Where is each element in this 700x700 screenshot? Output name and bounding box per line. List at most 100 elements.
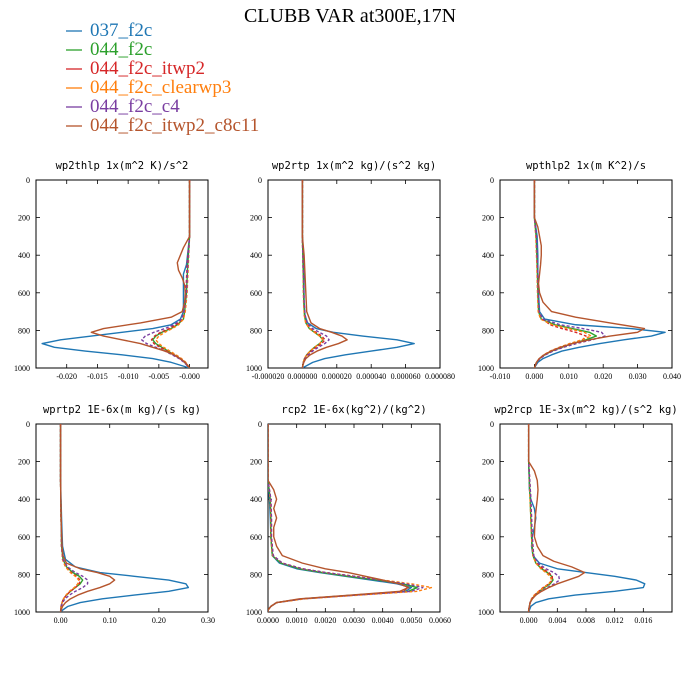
x-tick-label: 0.000060: [391, 372, 421, 381]
y-tick-label: 600: [18, 289, 30, 298]
y-tick-label: 1000: [14, 608, 30, 617]
panels: wp2thlp 1x(m^2 K)/s^202004006008001000-0…: [14, 160, 681, 625]
y-tick-label: 400: [482, 251, 494, 260]
series-line-037_f2c: [527, 424, 646, 612]
series-line-044_f2c_itwp2_c8c11: [59, 424, 116, 612]
y-tick-label: 600: [250, 289, 262, 298]
y-tick-label: 800: [250, 326, 262, 335]
plot-frame: [499, 423, 673, 613]
x-tick-label: 0.10: [103, 616, 117, 625]
x-tick-label: 0.040: [663, 372, 681, 381]
series-line-037_f2c: [268, 424, 413, 612]
series-line-044_f2c_clearwp3: [155, 180, 191, 368]
panel-6: wp2rcp 1E-3x(m^2 kg)/(s^2 kg)0 200 400 600 8…: [478, 404, 678, 625]
panel-3: wpthlp2 1x(m K^2)/s 0 200 400 600 800 1000-0.0…: [478, 160, 681, 381]
series-line-044_f2c_itwp2_c8c11: [268, 424, 410, 612]
x-tick-label: 0.000040: [356, 372, 386, 381]
series-line-044_f2c_itwp2: [301, 180, 326, 368]
y-tick-label: 1000: [246, 364, 262, 373]
legend: 037_f2c044_f2c044_f2c_itwp2044_f2c_clear…: [66, 20, 259, 136]
y-tick-label: 0: [26, 176, 30, 185]
x-tick-label: 0.0060: [429, 616, 451, 625]
panel-title: rcp2 1E-6x(kg^2)/(kg^2): [281, 404, 426, 416]
legend-label: 044_f2c_clearwp3: [90, 77, 231, 98]
panel-1: wp2thlp 1x(m^2 K)/s^2 0 200 400 600 800 1000 -0…: [14, 160, 209, 381]
plot-frame: [499, 179, 673, 369]
y-tick-label: 800: [482, 326, 494, 335]
y-tick-label: 600: [250, 533, 262, 542]
y-tick-label: 0: [490, 420, 494, 429]
x-tick-label: 0.000: [520, 616, 538, 625]
legend-label: 044_f2c_itwp2_c8c11: [90, 115, 259, 136]
x-tick-label: 0.0030: [343, 616, 365, 625]
panel-title: wp2thlp 1x(m^2 K)/s^2: [56, 160, 189, 172]
y-tick-label: 1000: [478, 364, 494, 373]
x-tick-label: 0.30: [201, 616, 215, 625]
y-tick-label: 200: [482, 458, 494, 467]
y-tick-label: 0: [258, 420, 262, 429]
x-tick-label: 0.000: [525, 372, 543, 381]
series-line-044_f2c_clearwp3: [533, 180, 592, 368]
series-line-044_f2c_c4: [533, 180, 606, 368]
series-line-044_f2c_itwp2_c8c11: [533, 180, 646, 368]
x-tick-label: 0.0000: [257, 616, 279, 625]
legend-label: 044_f2c_itwp2: [90, 58, 205, 79]
x-tick-label: 0.0010: [286, 616, 308, 625]
figure-title: CLUBB VAR at300E,17N: [244, 5, 456, 27]
y-tick-label: 0: [26, 420, 30, 429]
x-tick-label: 0.0020: [314, 616, 336, 625]
series-line-044_f2c_c4: [268, 424, 424, 612]
x-tick-label: -0.000: [179, 372, 200, 381]
y-tick-label: 200: [18, 458, 30, 467]
series-group: [268, 424, 433, 612]
legend-label: 044_f2c_c4: [90, 96, 180, 117]
y-tick-label: 800: [250, 570, 262, 579]
panel-title: wp2rcp 1E-3x(m^2 kg)/(s^2 kg): [494, 404, 677, 416]
y-tick-label: 0: [490, 176, 494, 185]
x-tick-label: 0.016: [634, 616, 652, 625]
x-tick-label: 0.0040: [372, 616, 394, 625]
y-tick-label: 200: [482, 214, 494, 223]
legend-label: 044_f2c: [90, 39, 152, 60]
y-tick-label: 400: [482, 495, 494, 504]
y-tick-label: 400: [18, 251, 30, 260]
y-tick-label: 400: [18, 495, 30, 504]
series-group: [59, 424, 190, 612]
series-line-044_f2c_clearwp3: [59, 424, 80, 612]
series-line-044_f2c_itwp2_c8c11: [527, 424, 586, 612]
x-tick-label: -0.000020: [252, 372, 285, 381]
series-line-037_f2c: [301, 180, 415, 368]
panel-title: wpthlp2 1x(m K^2)/s: [526, 160, 646, 172]
series-group: [41, 180, 191, 368]
x-tick-label: -0.010: [490, 372, 511, 381]
series-line-044_f2c_c4: [527, 424, 561, 612]
y-tick-label: 400: [250, 251, 262, 260]
x-tick-label: -0.015: [87, 372, 108, 381]
y-tick-label: 1000: [478, 608, 494, 617]
y-tick-label: 600: [482, 533, 494, 542]
y-tick-label: 200: [250, 214, 262, 223]
x-tick-label: 0.030: [629, 372, 647, 381]
legend-label: 037_f2c: [90, 20, 152, 41]
x-tick-label: -0.020: [56, 372, 77, 381]
y-tick-label: 600: [18, 533, 30, 542]
series-line-044_f2c_c4: [59, 424, 89, 612]
series-line-044_f2c_itwp2_c8c11: [90, 180, 191, 368]
x-tick-label: 0.000080: [425, 372, 455, 381]
x-tick-label: 0.004: [548, 616, 566, 625]
y-tick-label: 0: [258, 176, 262, 185]
series-line-044_f2c_c4: [301, 180, 330, 368]
series-group: [533, 180, 666, 368]
x-tick-label: 0.0050: [400, 616, 422, 625]
series-group: [301, 180, 415, 368]
series-line-037_f2c: [533, 180, 666, 368]
panel-2: wp2rtp 1x(m^2 kg)/(s^2 kg) 0 200 400 600 800 1…: [246, 160, 455, 381]
y-tick-label: 400: [250, 495, 262, 504]
plot-frame: [35, 179, 209, 369]
y-tick-label: 800: [18, 326, 30, 335]
y-tick-label: 600: [482, 289, 494, 298]
panel-4: wprtp2 1E-6x(m kg)/(s kg) 0 200 400 600 800 10…: [14, 404, 215, 625]
series-group: [527, 424, 646, 612]
x-tick-label: 0.000000: [287, 372, 317, 381]
